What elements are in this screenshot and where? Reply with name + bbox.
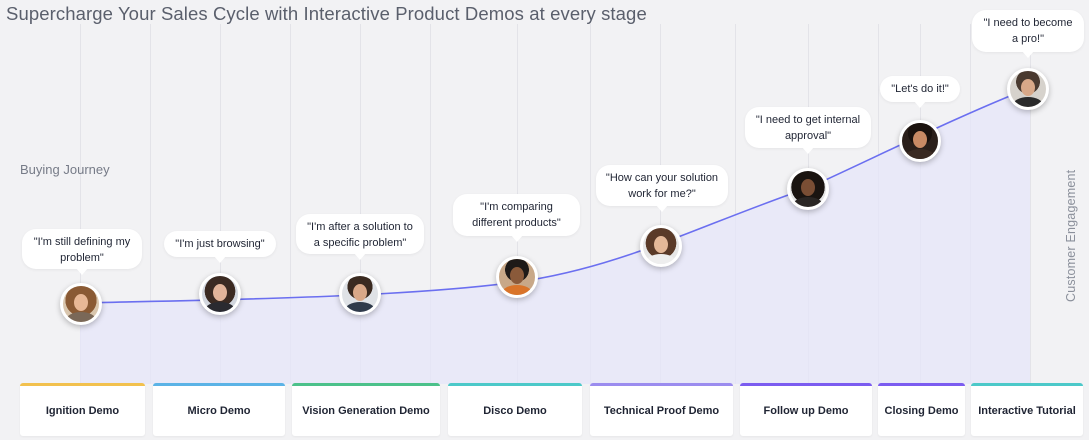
page-title: Supercharge Your Sales Cycle with Intera… xyxy=(6,3,647,24)
avatar xyxy=(899,120,941,162)
stage-interactive-tutorial[interactable]: Interactive Tutorial xyxy=(971,383,1083,436)
stage-micro-demo[interactable]: Micro Demo xyxy=(153,383,285,436)
gridline xyxy=(80,24,81,384)
stage-ignition-demo[interactable]: Ignition Demo xyxy=(20,383,145,436)
stage-follow-up-demo[interactable]: Follow up Demo xyxy=(740,383,872,436)
avatar xyxy=(199,273,241,315)
gridline xyxy=(150,24,151,384)
avatar xyxy=(60,283,102,325)
gridline xyxy=(290,24,291,384)
quote-bubble: "I'm just browsing" xyxy=(164,231,276,263)
avatar xyxy=(787,168,829,210)
buying-journey-label: Buying Journey xyxy=(20,162,110,177)
stage-technical-proof-demo[interactable]: Technical Proof Demo xyxy=(590,383,733,436)
gridline xyxy=(735,24,736,384)
stage-vision-generation-demo[interactable]: Vision Generation Demo xyxy=(292,383,440,436)
avatar xyxy=(339,273,381,315)
quote-bubble: "I need to get internal approval" xyxy=(745,107,871,154)
quote-bubble: "Let's do it!" xyxy=(880,76,960,108)
stage-closing-demo[interactable]: Closing Demo xyxy=(878,383,965,436)
engagement-area xyxy=(80,88,1030,384)
gridline xyxy=(220,24,221,384)
avatar xyxy=(496,256,538,298)
quote-bubble: "How can your solution work for me?" xyxy=(596,165,728,212)
gridline xyxy=(430,24,431,384)
quote-bubble: "I need to become a pro!" xyxy=(972,10,1084,58)
customer-engagement-label: Customer Engagement xyxy=(1064,169,1078,302)
stage-disco-demo[interactable]: Disco Demo xyxy=(448,383,582,436)
quote-bubble: "I'm comparing different products" xyxy=(453,194,580,242)
gridline xyxy=(590,24,591,384)
gridline xyxy=(360,24,361,384)
quote-bubble: "I'm after a solution to a specific prob… xyxy=(296,214,424,260)
avatar xyxy=(640,225,682,267)
gridline xyxy=(1030,24,1031,384)
avatar xyxy=(1007,68,1049,110)
quote-bubble: "I'm still defining my problem" xyxy=(22,229,142,275)
